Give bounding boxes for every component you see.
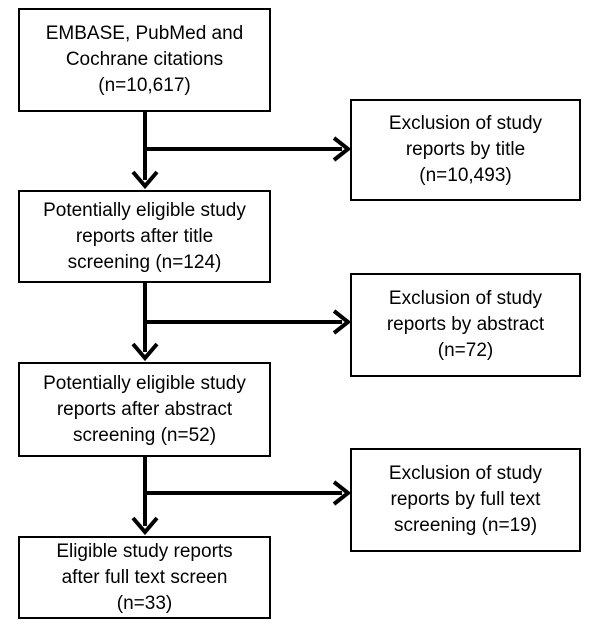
- box-exclusion-abstract: Exclusion of study reports by abstract (…: [350, 273, 581, 377]
- box-citations: EMBASE, PubMed and Cochrane citations (n…: [18, 8, 271, 112]
- exclusion-abstract-line-2: reports by abstract: [386, 314, 545, 335]
- arrow-exclusion-3-head: [332, 480, 352, 506]
- box-after-title-line-3: screening (n=124): [67, 251, 222, 273]
- box-after-title-line-2: reports after title: [75, 225, 214, 247]
- arrow-1-to-2-head: [131, 170, 159, 190]
- exclusion-title-line-3: (n=10,493): [419, 165, 512, 186]
- box-citations-line-1: EMBASE, PubMed and: [45, 23, 244, 44]
- box-after-title-screening: Potentially eligible study reports after…: [18, 190, 271, 283]
- box-after-abstract-line-1: Potentially eligible study: [43, 372, 246, 394]
- box-after-abstract-line-3: screening (n=52): [72, 424, 217, 446]
- box-eligible-line-2: after full text screen: [61, 566, 228, 588]
- exclusion-fulltext-line-1: Exclusion of study: [388, 463, 543, 484]
- exclusion-abstract-line-1: Exclusion of study: [388, 288, 543, 309]
- box-eligible-line-3: (n=33): [116, 592, 173, 614]
- box-after-abstract-line-2: reports after abstract: [56, 398, 233, 420]
- box-exclusion-title: Exclusion of study reports by title (n=1…: [350, 99, 581, 201]
- arrow-exclusion-2-head: [332, 309, 352, 335]
- exclusion-fulltext-line-2: reports by full text: [390, 489, 541, 510]
- box-citations-line-2: Cochrane citations: [65, 49, 224, 70]
- arrow-3-to-4-head: [131, 516, 159, 536]
- box-eligible-line-1: Eligible study reports: [56, 540, 233, 562]
- box-eligible-reports: Eligible study reports after full text s…: [18, 536, 271, 619]
- exclusion-abstract-line-3: (n=72): [437, 340, 494, 361]
- exclusion-title-line-2: reports by title: [405, 139, 526, 160]
- exclusion-fulltext-line-3: screening (n=19): [393, 515, 538, 536]
- box-exclusion-full-text: Exclusion of study reports by full text …: [350, 448, 581, 552]
- box-after-title-line-1: Potentially eligible study: [43, 199, 246, 221]
- box-after-abstract-screening: Potentially eligible study reports after…: [18, 362, 271, 457]
- exclusion-title-line-1: Exclusion of study: [388, 113, 543, 134]
- box-citations-line-3: (n=10,617): [98, 75, 191, 96]
- arrow-exclusion-1-head: [332, 136, 352, 162]
- arrow-2-to-3-head: [131, 342, 159, 362]
